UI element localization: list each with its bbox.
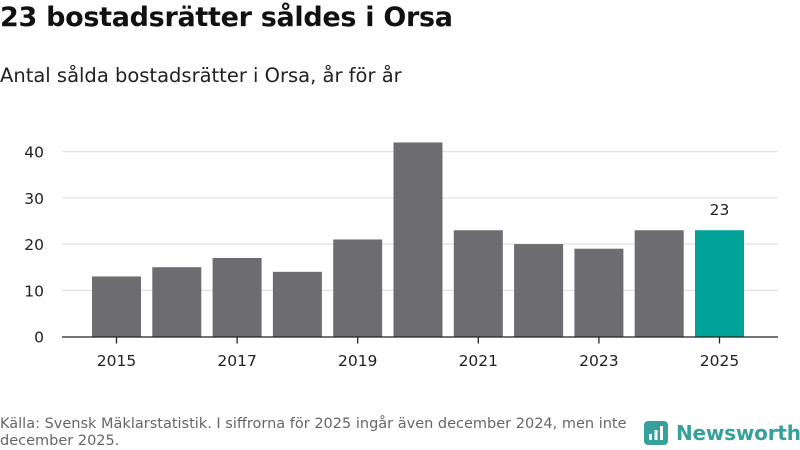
bar-2025 <box>695 230 744 337</box>
source-note: Källa: Svensk Mäklarstatistik. I siffror… <box>0 416 627 449</box>
y-tick-label: 20 <box>24 236 44 254</box>
chart-subtitle: Antal sålda bostadsrätter i Orsa, år för… <box>0 64 402 87</box>
x-tick-label: 2017 <box>217 352 256 370</box>
bar-2015 <box>92 276 141 337</box>
bar-2022 <box>514 244 564 337</box>
data-label-2025: 23 <box>710 201 730 219</box>
y-tick-label: 40 <box>24 144 44 162</box>
y-tick-label: 30 <box>24 190 44 208</box>
bar-chart-logo-glyph <box>649 426 663 440</box>
y-tick-label: 10 <box>24 282 44 300</box>
newsworthy-logo[interactable]: Newsworthy <box>644 418 800 448</box>
bar-2021 <box>453 230 503 337</box>
x-tick-label: 2019 <box>338 352 377 370</box>
y-axis-ticks: 0 10 20 30 40 <box>24 144 44 347</box>
data-labels: 23 <box>710 201 730 219</box>
bar-2019 <box>333 239 383 337</box>
x-tick-label: 2015 <box>97 352 136 370</box>
bar-2016 <box>152 267 202 337</box>
x-tick-label: 2023 <box>579 352 618 370</box>
bar-2018 <box>272 271 322 337</box>
bar-2020 <box>393 142 443 337</box>
bars <box>92 142 744 337</box>
bar-chart-logo-icon <box>644 421 668 445</box>
x-axis-ticks: 2015 2017 2019 2021 2023 2025 <box>97 337 739 370</box>
bar-2023 <box>574 248 624 337</box>
chart-title: 23 bostadsrätter såldes i Orsa <box>0 2 453 33</box>
y-tick-label: 0 <box>34 329 44 347</box>
x-tick-label: 2025 <box>700 352 739 370</box>
bar-2024 <box>634 230 684 337</box>
brand-name: Newsworthy <box>676 421 800 445</box>
bar-chart: 0 10 20 30 40 23 2015 2017 2019 2021 2023 2025 <box>24 142 778 370</box>
bar-2017 <box>212 257 262 337</box>
x-tick-label: 2021 <box>459 352 498 370</box>
